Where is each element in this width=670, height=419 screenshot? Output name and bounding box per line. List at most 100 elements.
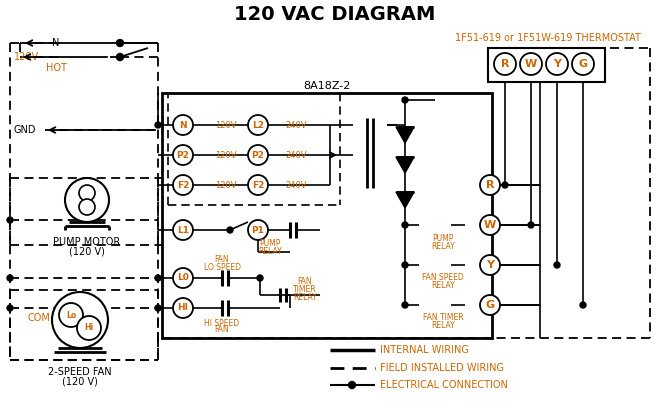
Text: 120V: 120V bbox=[215, 181, 237, 189]
Circle shape bbox=[77, 316, 101, 340]
Circle shape bbox=[248, 145, 268, 165]
Circle shape bbox=[402, 302, 408, 308]
Text: RELAY: RELAY bbox=[293, 293, 317, 303]
Circle shape bbox=[494, 53, 516, 75]
Text: FAN: FAN bbox=[297, 277, 312, 287]
Circle shape bbox=[402, 262, 408, 268]
Text: N: N bbox=[179, 121, 187, 129]
Circle shape bbox=[173, 115, 193, 135]
Text: L0: L0 bbox=[177, 274, 189, 282]
Circle shape bbox=[257, 275, 263, 281]
Text: 120 VAC DIAGRAM: 120 VAC DIAGRAM bbox=[234, 5, 436, 23]
Text: PUMP: PUMP bbox=[259, 238, 281, 248]
Text: ELECTRICAL CONNECTION: ELECTRICAL CONNECTION bbox=[380, 380, 508, 390]
Circle shape bbox=[59, 303, 83, 327]
Circle shape bbox=[480, 255, 500, 275]
Text: P2: P2 bbox=[177, 150, 190, 160]
Circle shape bbox=[520, 53, 542, 75]
Text: FIELD INSTALLED WIRING: FIELD INSTALLED WIRING bbox=[380, 363, 504, 373]
Text: 1F51-619 or 1F51W-619 THERMOSTAT: 1F51-619 or 1F51W-619 THERMOSTAT bbox=[455, 33, 641, 43]
Circle shape bbox=[7, 275, 13, 281]
Circle shape bbox=[79, 185, 95, 201]
Text: 120V: 120V bbox=[215, 150, 237, 160]
Circle shape bbox=[155, 122, 161, 128]
Circle shape bbox=[173, 298, 193, 318]
Circle shape bbox=[173, 175, 193, 195]
Text: F2: F2 bbox=[177, 181, 189, 189]
Text: 240V: 240V bbox=[285, 181, 306, 189]
Text: 120V: 120V bbox=[215, 121, 237, 129]
Polygon shape bbox=[396, 192, 414, 208]
Circle shape bbox=[173, 268, 193, 288]
Text: (120 V): (120 V) bbox=[69, 246, 105, 256]
Circle shape bbox=[79, 199, 95, 215]
Text: 2-SPEED FAN: 2-SPEED FAN bbox=[48, 367, 112, 377]
Text: G: G bbox=[578, 59, 588, 69]
Text: FAN SPEED: FAN SPEED bbox=[422, 274, 464, 282]
Circle shape bbox=[348, 382, 356, 388]
Text: INTERNAL WIRING: INTERNAL WIRING bbox=[380, 345, 469, 355]
Text: COM: COM bbox=[28, 313, 51, 323]
Text: Y: Y bbox=[553, 59, 561, 69]
Circle shape bbox=[528, 222, 534, 228]
Circle shape bbox=[7, 305, 13, 311]
Text: G: G bbox=[486, 300, 494, 310]
Text: P1: P1 bbox=[251, 225, 265, 235]
Text: F2: F2 bbox=[252, 181, 264, 189]
Text: Hi: Hi bbox=[84, 323, 94, 333]
Text: 120V: 120V bbox=[14, 52, 39, 62]
Text: Y: Y bbox=[486, 260, 494, 270]
Circle shape bbox=[502, 182, 508, 188]
Polygon shape bbox=[396, 157, 414, 173]
Text: RELAY: RELAY bbox=[431, 282, 455, 290]
Text: R: R bbox=[486, 180, 494, 190]
Text: FAN: FAN bbox=[214, 256, 229, 264]
Text: PUMP MOTOR: PUMP MOTOR bbox=[54, 237, 121, 247]
Circle shape bbox=[480, 175, 500, 195]
Circle shape bbox=[480, 215, 500, 235]
Text: W: W bbox=[484, 220, 496, 230]
Text: RELAY: RELAY bbox=[258, 246, 282, 256]
Circle shape bbox=[480, 295, 500, 315]
Polygon shape bbox=[396, 127, 414, 143]
Text: HOT: HOT bbox=[46, 63, 66, 73]
Text: 240V: 240V bbox=[285, 150, 306, 160]
Text: N: N bbox=[52, 38, 60, 48]
Text: 8A18Z-2: 8A18Z-2 bbox=[304, 81, 350, 91]
Circle shape bbox=[7, 217, 13, 223]
Circle shape bbox=[227, 227, 233, 233]
Circle shape bbox=[402, 222, 408, 228]
Circle shape bbox=[580, 302, 586, 308]
Circle shape bbox=[117, 39, 123, 47]
Text: TIMER: TIMER bbox=[293, 285, 317, 295]
Text: FAN: FAN bbox=[214, 326, 229, 334]
Text: 240V: 240V bbox=[285, 121, 306, 129]
Circle shape bbox=[117, 54, 123, 60]
Text: RELAY: RELAY bbox=[431, 321, 455, 331]
Text: RELAY: RELAY bbox=[431, 241, 455, 251]
Bar bbox=[162, 93, 492, 338]
Text: Lo: Lo bbox=[66, 310, 76, 320]
Text: LO SPEED: LO SPEED bbox=[204, 264, 241, 272]
Circle shape bbox=[248, 175, 268, 195]
Circle shape bbox=[52, 292, 108, 348]
Circle shape bbox=[155, 275, 161, 281]
Circle shape bbox=[65, 178, 109, 222]
Text: L1: L1 bbox=[177, 225, 189, 235]
Circle shape bbox=[554, 262, 560, 268]
Text: P2: P2 bbox=[251, 150, 265, 160]
Text: FAN TIMER: FAN TIMER bbox=[423, 313, 464, 323]
Text: GND: GND bbox=[14, 125, 36, 135]
Circle shape bbox=[248, 220, 268, 240]
Text: R: R bbox=[500, 59, 509, 69]
Text: (120 V): (120 V) bbox=[62, 376, 98, 386]
Text: PUMP: PUMP bbox=[432, 233, 454, 243]
Text: L2: L2 bbox=[252, 121, 264, 129]
Bar bbox=[488, 48, 605, 82]
Circle shape bbox=[173, 220, 193, 240]
Circle shape bbox=[248, 115, 268, 135]
Circle shape bbox=[402, 97, 408, 103]
Circle shape bbox=[572, 53, 594, 75]
Text: HI: HI bbox=[178, 303, 188, 313]
Text: W: W bbox=[525, 59, 537, 69]
